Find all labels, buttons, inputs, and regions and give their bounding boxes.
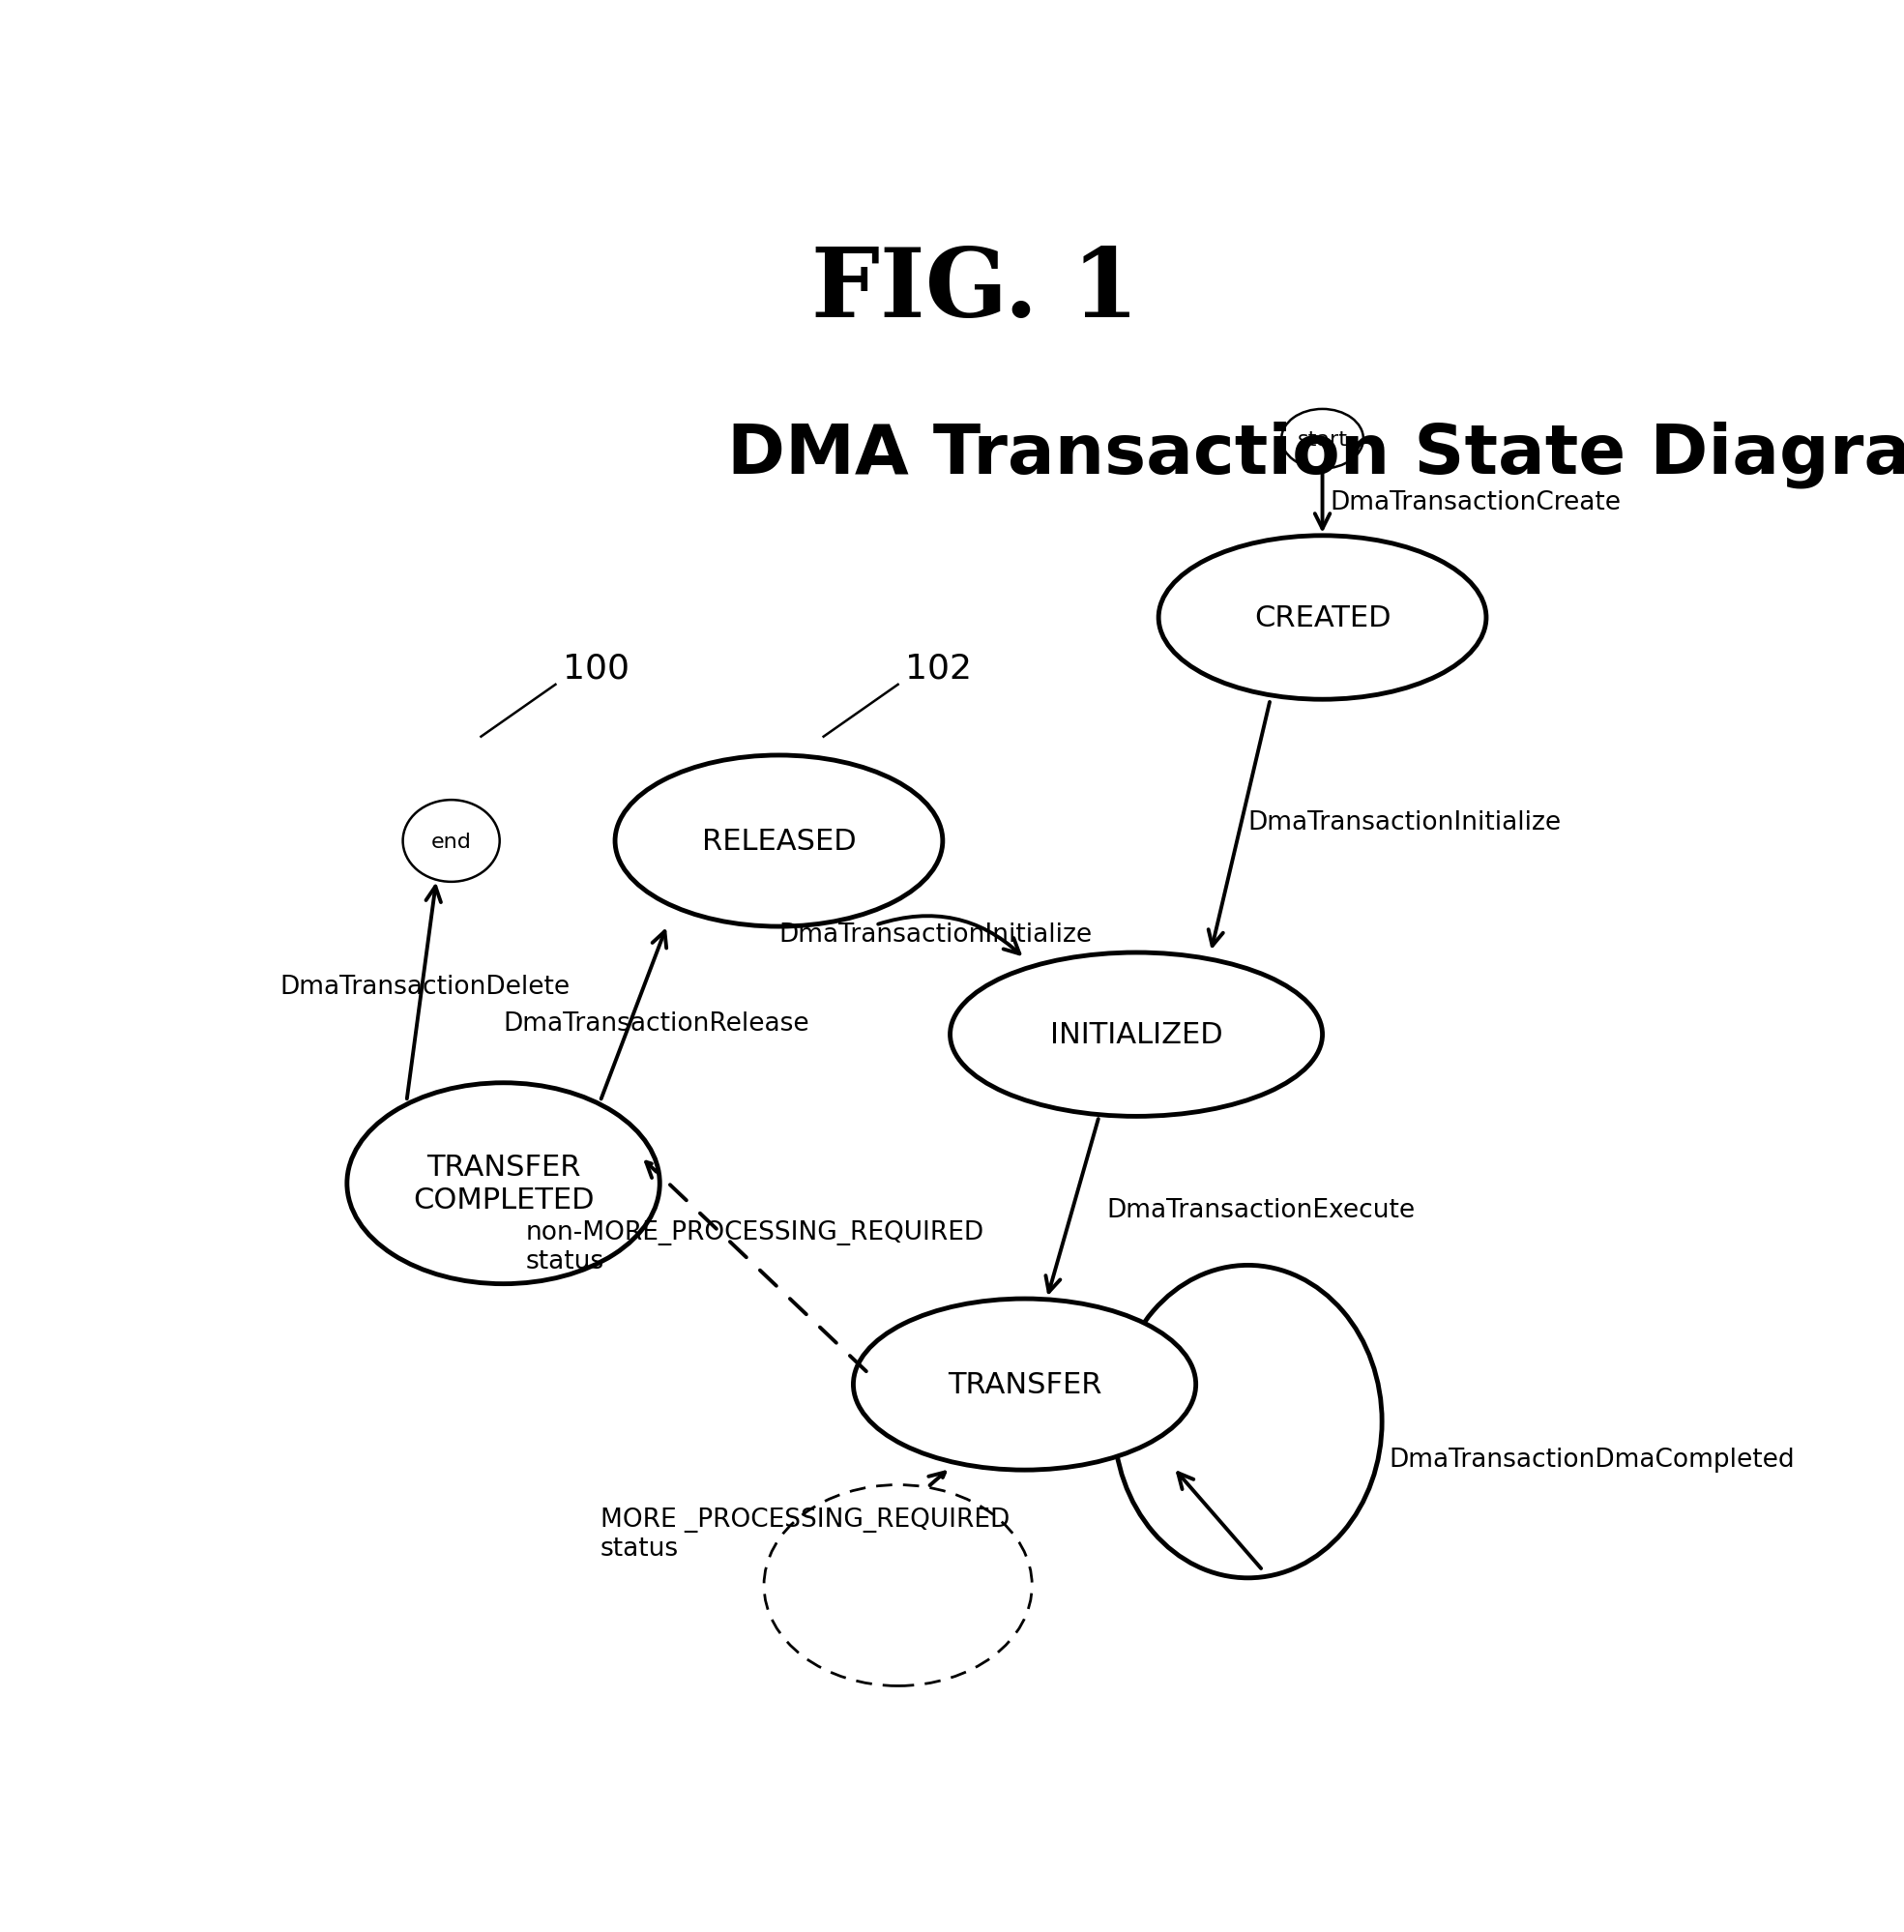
Text: DmaTransactionInitialize: DmaTransactionInitialize <box>779 922 1093 947</box>
Ellipse shape <box>404 800 499 883</box>
Text: INITIALIZED: INITIALIZED <box>1049 1020 1222 1049</box>
Text: 100: 100 <box>564 653 630 686</box>
Ellipse shape <box>615 755 942 927</box>
Text: CREATED: CREATED <box>1255 605 1390 632</box>
Ellipse shape <box>1114 1265 1382 1578</box>
Text: DmaTransactionDmaCompleted: DmaTransactionDmaCompleted <box>1390 1447 1795 1472</box>
Ellipse shape <box>853 1298 1196 1470</box>
Text: DmaTransactionCreate: DmaTransactionCreate <box>1329 491 1620 516</box>
Text: DmaTransactionExecute: DmaTransactionExecute <box>1106 1198 1415 1223</box>
Text: TRANSFER
COMPLETED: TRANSFER COMPLETED <box>413 1153 594 1213</box>
Ellipse shape <box>347 1084 659 1285</box>
Ellipse shape <box>1281 410 1363 469</box>
Text: start: start <box>1297 429 1348 448</box>
Text: DmaTransactionRelease: DmaTransactionRelease <box>503 1010 809 1036</box>
Text: end: end <box>430 831 472 850</box>
Ellipse shape <box>764 1486 1032 1687</box>
Text: RELEASED: RELEASED <box>703 827 857 856</box>
Ellipse shape <box>950 952 1323 1117</box>
Text: DmaTransactionInitialize: DmaTransactionInitialize <box>1247 810 1561 835</box>
Ellipse shape <box>1160 537 1487 699</box>
Text: 102: 102 <box>906 653 973 686</box>
Text: DMA Transaction State Diagram: DMA Transaction State Diagram <box>727 421 1904 489</box>
Text: FIG. 1: FIG. 1 <box>811 243 1139 338</box>
Text: DmaTransactionDelete: DmaTransactionDelete <box>280 974 569 999</box>
Text: non-MORE_PROCESSING_REQUIRED
status: non-MORE_PROCESSING_REQUIRED status <box>526 1219 984 1273</box>
Text: MORE _PROCESSING_REQUIRED
status: MORE _PROCESSING_REQUIRED status <box>600 1507 1009 1561</box>
Text: TRANSFER: TRANSFER <box>948 1370 1102 1399</box>
